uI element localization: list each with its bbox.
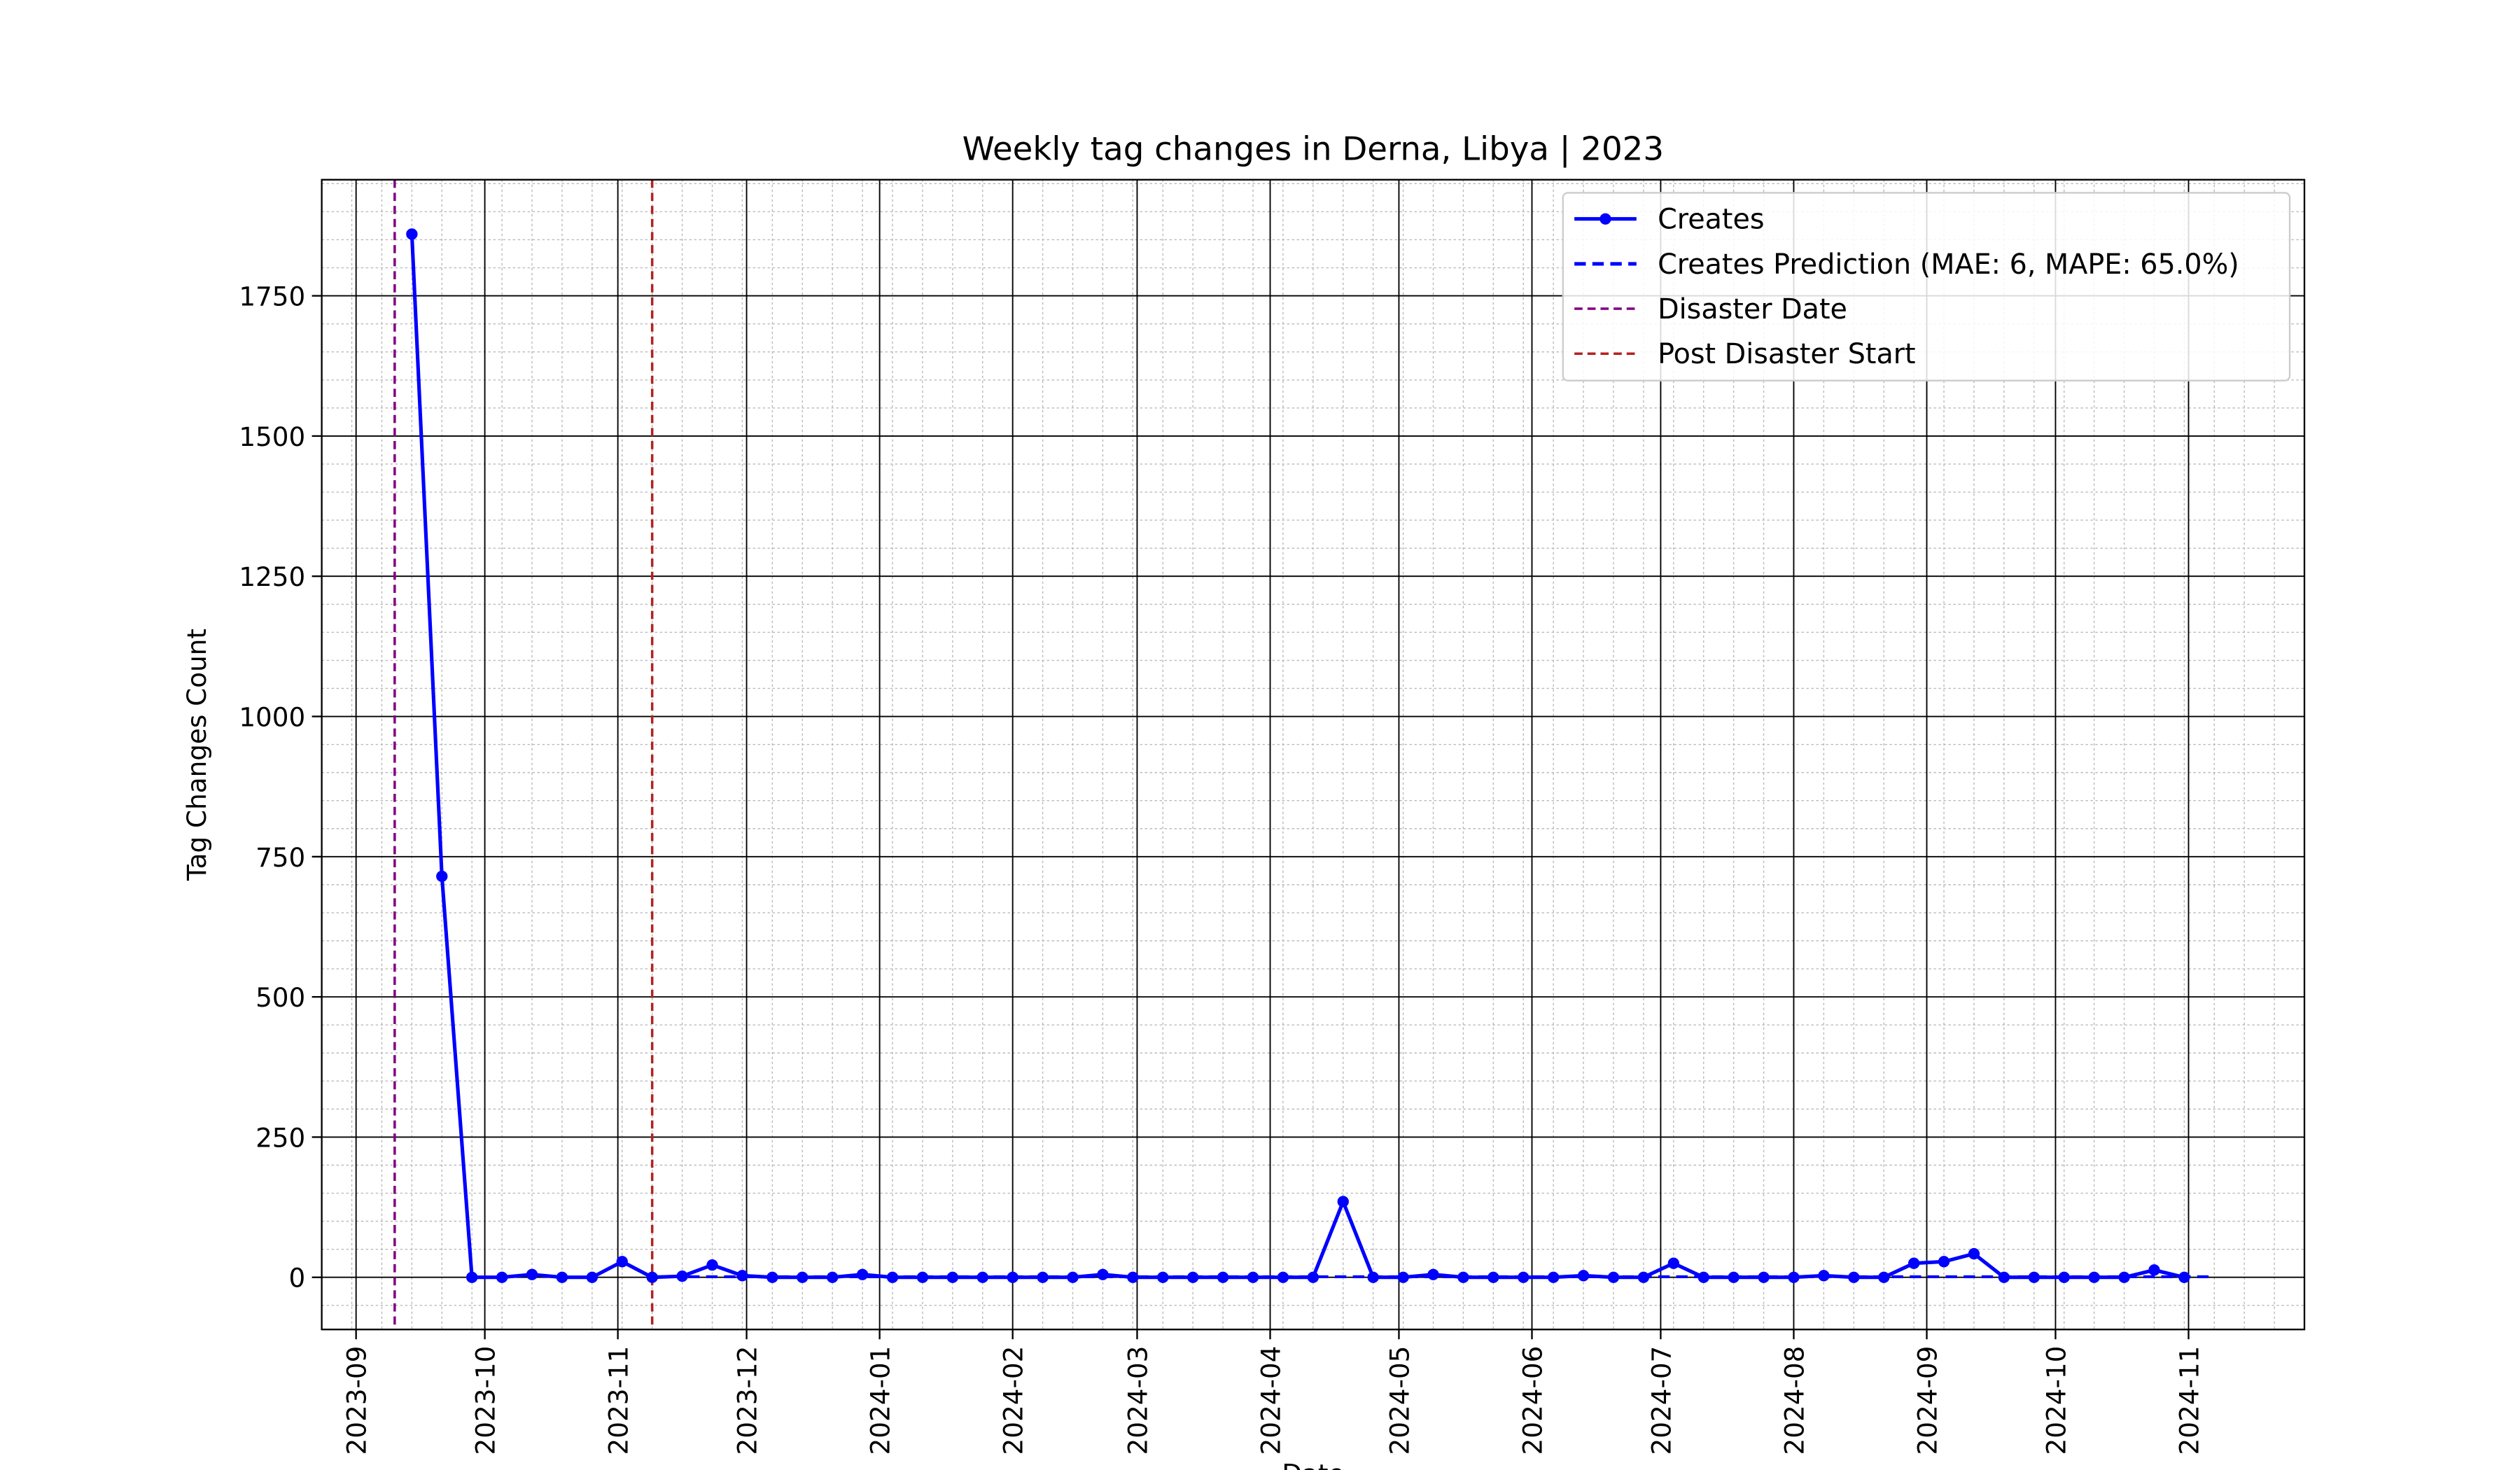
data-point	[2118, 1271, 2130, 1283]
data-point	[676, 1270, 688, 1282]
y-tick-label: 1500	[239, 421, 305, 452]
y-tick-label: 1250	[239, 561, 305, 592]
data-point	[496, 1271, 508, 1283]
x-tick-label: 2024-05	[1384, 1346, 1415, 1455]
y-axis-label: Tag Changes Count	[181, 629, 212, 881]
data-point	[1427, 1268, 1439, 1280]
x-tick-label: 2024-02	[998, 1346, 1029, 1455]
data-point	[1127, 1271, 1139, 1283]
x-tick-label: 2024-09	[1912, 1346, 1943, 1455]
y-tick-label: 500	[255, 982, 305, 1013]
data-point	[556, 1271, 568, 1283]
data-point	[856, 1268, 869, 1280]
y-tick-label: 1000	[239, 702, 305, 733]
x-tick-label: 2024-04	[1256, 1346, 1287, 1455]
data-point	[1097, 1268, 1109, 1280]
x-tick-label: 2024-03	[1122, 1346, 1153, 1455]
y-tick-label: 750	[255, 842, 305, 873]
x-tick-label: 2023-09	[342, 1346, 372, 1455]
plot-frame	[321, 178, 2306, 1331]
data-point	[706, 1259, 718, 1271]
x-tick-label: 2024-01	[865, 1346, 896, 1455]
data-point	[586, 1271, 598, 1283]
data-point	[1488, 1271, 1499, 1283]
chart-title: Weekly tag changes in Derna, Libya | 202…	[962, 131, 1664, 169]
data-point	[1938, 1256, 1950, 1268]
data-point	[1667, 1257, 1679, 1269]
x-axis-label: Date	[1282, 1459, 1344, 1470]
data-point	[2028, 1271, 2040, 1283]
data-point	[1848, 1271, 1860, 1283]
data-point	[526, 1268, 538, 1280]
x-tick-label: 2024-11	[2174, 1346, 2204, 1455]
legend-label: Post Disaster Start	[1658, 338, 1916, 370]
data-point	[1758, 1271, 1770, 1283]
legend-marker	[1600, 213, 1611, 225]
data-point	[766, 1271, 778, 1283]
legend-box	[1562, 192, 2291, 382]
data-point	[1307, 1271, 1319, 1283]
x-tick-label: 2024-07	[1646, 1346, 1676, 1455]
data-point	[2148, 1264, 2160, 1276]
data-point	[466, 1271, 478, 1283]
x-tick-label: 2024-10	[2040, 1346, 2071, 1455]
data-point	[1337, 1196, 1349, 1208]
x-tick-label: 2024-06	[1517, 1346, 1548, 1455]
x-tick-label: 2023-10	[470, 1346, 501, 1455]
data-point	[946, 1271, 959, 1283]
data-point	[1397, 1271, 1409, 1283]
data-point	[436, 870, 448, 883]
data-point	[616, 1256, 628, 1268]
data-point	[1968, 1247, 1980, 1260]
data-point	[1907, 1257, 1920, 1269]
data-point	[1217, 1271, 1229, 1283]
legend-label: Creates	[1658, 204, 1764, 236]
x-tick-label: 2023-12	[732, 1346, 763, 1455]
x-tick-label: 2023-11	[603, 1346, 634, 1455]
legend-label: Disaster Date	[1658, 293, 1847, 326]
legend-label: Creates Prediction (MAE: 6, MAPE: 65.0%)	[1658, 248, 2239, 281]
legend: Creates Creates Prediction (MAE: 6, MAPE:…	[1562, 192, 2291, 382]
y-tick-label: 0	[289, 1263, 306, 1294]
data-point	[1037, 1271, 1049, 1283]
data-point	[406, 228, 418, 240]
y-tick-label: 250	[255, 1122, 305, 1153]
y-tick-label: 1750	[239, 281, 305, 312]
x-tick-label: 2024-08	[1779, 1346, 1809, 1455]
data-point	[1577, 1270, 1590, 1282]
